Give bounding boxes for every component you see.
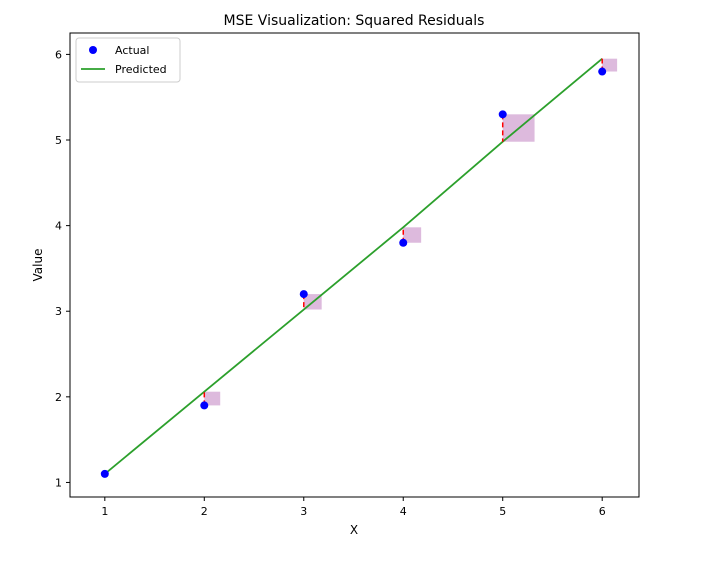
predicted-line: [104, 57, 603, 475]
x-tick-label: 1: [101, 505, 108, 518]
legend-predicted-label: Predicted: [115, 63, 167, 76]
plot-frame: [69, 32, 640, 498]
actual-point: [399, 238, 408, 247]
y-tick-label: 2: [55, 391, 62, 404]
x-tick-label: 6: [599, 505, 606, 518]
chart-title: MSE Visualization: Squared Residuals: [224, 13, 485, 29]
x-tick-label: 2: [201, 505, 208, 518]
actual-point: [200, 401, 209, 410]
y-tick-label: 3: [55, 305, 62, 318]
y-tick-label: 5: [55, 134, 62, 147]
actual-point: [598, 67, 607, 76]
residual-square: [204, 391, 221, 406]
y-axis-label: Value: [31, 249, 45, 282]
x-tick-label: 4: [400, 505, 407, 518]
actual-point: [100, 469, 109, 478]
actual-point: [299, 290, 308, 299]
residual-square: [602, 58, 618, 72]
y-tick-label: 6: [55, 48, 62, 61]
legend: Actual Predicted: [75, 37, 181, 83]
plot-area: [100, 57, 618, 478]
legend-actual-label: Actual: [115, 44, 149, 57]
legend-actual-marker: [89, 46, 97, 54]
legend-box: [75, 37, 181, 83]
axis-ticks: 1 2 3 4 5 6 1 2 3 4 5 6: [55, 48, 606, 518]
x-axis-label: X: [350, 523, 358, 537]
residual-square: [403, 227, 422, 243]
y-tick-label: 1: [55, 476, 62, 489]
x-tick-label: 3: [300, 505, 307, 518]
x-tick-label: 5: [499, 505, 506, 518]
actual-point: [498, 110, 507, 119]
y-tick-label: 4: [55, 220, 62, 233]
